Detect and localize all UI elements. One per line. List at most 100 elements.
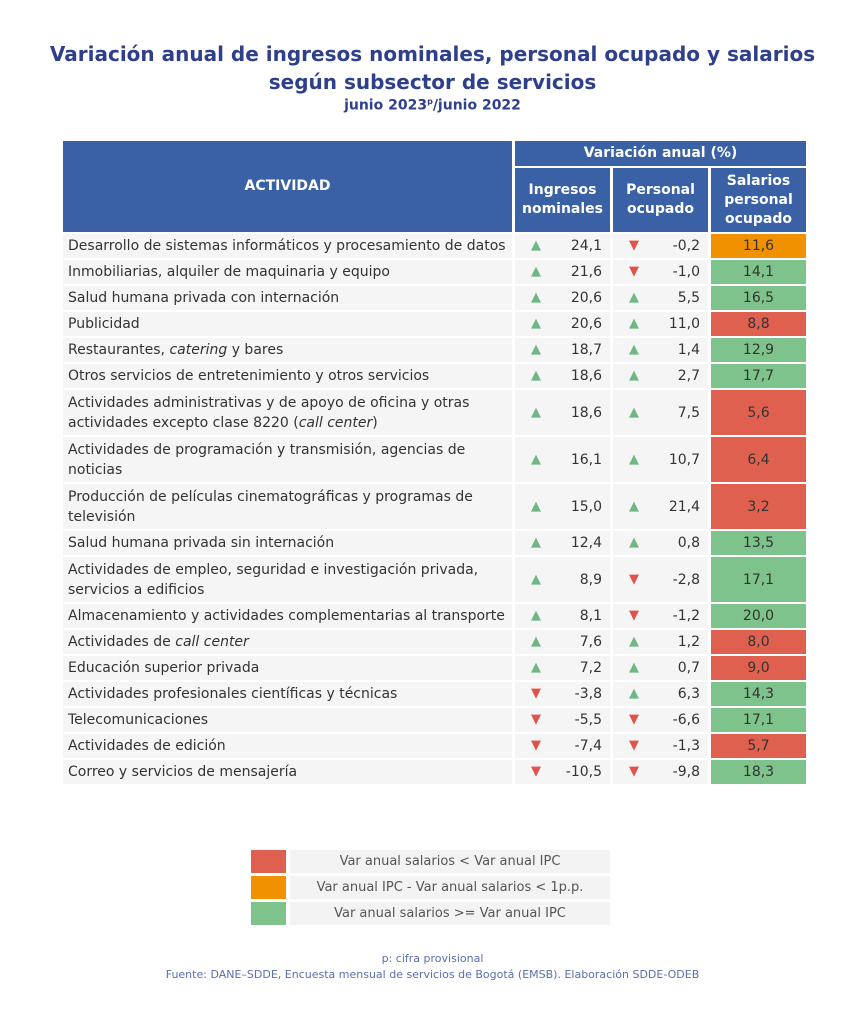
- legend-swatch: [251, 850, 286, 873]
- table-row: Actividades administrativas y de apoyo d…: [63, 390, 806, 435]
- ingresos-cell: ▲ 8,9: [515, 557, 610, 602]
- ingresos-value: -10,5: [565, 764, 602, 780]
- personal-cell: ▲ 2,7: [613, 364, 708, 388]
- salarios-cell: 17,1: [711, 708, 806, 732]
- personal-cell: ▲ 6,3: [613, 682, 708, 706]
- personal-cell: ▼ -9,8: [613, 760, 708, 784]
- activity-label: Restaurantes, catering y bares: [68, 342, 284, 358]
- source-note: Fuente: DANE–SDDE, Encuesta mensual de s…: [165, 968, 700, 981]
- triangle-down-icon: ▼: [531, 712, 541, 727]
- triangle-up-icon: ▲: [629, 686, 639, 701]
- table-row: Otros servicios de entretenimiento y otr…: [63, 364, 806, 388]
- title-line-1: Variación anual de ingresos nominales, p…: [49, 42, 816, 66]
- legend-label: Var anual salarios < Var anual IPC: [290, 850, 610, 873]
- triangle-up-icon: ▲: [629, 404, 639, 420]
- personal-value: -9,8: [672, 764, 700, 780]
- table-row: Salud humana privada sin internación ▲ 12,…: [63, 531, 806, 555]
- salarios-cell: 17,7: [711, 364, 806, 388]
- activity-label: Correo y servicios de mensajería: [68, 764, 298, 780]
- ingresos-cell: ▲ 16,1: [515, 437, 610, 482]
- activity-label: Actividades de call center: [68, 634, 249, 650]
- personal-value: -0,2: [672, 238, 700, 254]
- ingresos-cell: ▲ 18,6: [515, 390, 610, 435]
- table-row: Telecomunicaciones ▼ -5,5 ▼ -6,6 17,1: [63, 708, 806, 732]
- personal-cell: ▲ 11,0: [613, 312, 708, 336]
- ingresos-cell: ▲ 12,4: [515, 531, 610, 555]
- personal-cell: ▲ 0,7: [613, 656, 708, 680]
- footnote: p: cifra provisional: [381, 952, 484, 965]
- ingresos-cell: ▼ -7,4: [515, 734, 610, 758]
- ingresos-value: 18,6: [570, 404, 602, 421]
- ingresos-cell: ▼ -3,8: [515, 682, 610, 706]
- salarios-value: 12,9: [742, 342, 775, 358]
- header-ingresos: Ingresos nominales: [515, 168, 610, 232]
- legend-swatch: [251, 902, 286, 925]
- salarios-value: 14,1: [742, 264, 775, 280]
- personal-value: -6,6: [672, 712, 700, 728]
- activity-cell: Inmobiliarias, alquiler de maquinaria y …: [63, 260, 512, 284]
- activity-cell: Actividades administrativas y de apoyo d…: [63, 390, 512, 435]
- ingresos-value: 16,1: [570, 451, 602, 468]
- ingresos-value: 21,6: [570, 264, 602, 280]
- salarios-cell: 17,1: [711, 557, 806, 602]
- table-row: Actividades de programación y transmisió…: [63, 437, 806, 482]
- salarios-value: 3,2: [747, 498, 770, 515]
- chart-title: Variación anual de ingresos nominales, p…: [0, 40, 865, 96]
- ingresos-value: 7,6: [579, 634, 602, 650]
- ingresos-cell: ▲ 7,6: [515, 630, 610, 654]
- personal-value: 11,0: [668, 316, 700, 332]
- triangle-up-icon: ▲: [531, 571, 541, 587]
- triangle-up-icon: ▲: [531, 634, 541, 649]
- personal-cell: ▲ 21,4: [613, 484, 708, 529]
- triangle-up-icon: ▲: [629, 498, 639, 514]
- triangle-up-icon: ▲: [629, 634, 639, 649]
- title-line-2: según subsector de servicios: [268, 70, 597, 94]
- triangle-up-icon: ▲: [629, 451, 639, 467]
- triangle-up-icon: ▲: [629, 316, 639, 331]
- salarios-value: 8,8: [747, 316, 770, 332]
- activity-label: Publicidad: [68, 316, 140, 332]
- salarios-value: 16,5: [742, 290, 775, 306]
- salarios-value: 9,0: [747, 660, 770, 676]
- salarios-value: 6,4: [747, 451, 770, 468]
- salarios-value: 17,1: [742, 571, 775, 588]
- salarios-cell: 11,6: [711, 234, 806, 258]
- activity-cell: Educación superior privada: [63, 656, 512, 680]
- triangle-up-icon: ▲: [629, 290, 639, 305]
- triangle-up-icon: ▲: [531, 264, 541, 279]
- table-row: Desarrollo de sistemas informáticos y pr…: [63, 234, 806, 258]
- salarios-value: 8,0: [747, 634, 770, 650]
- salarios-cell: 12,9: [711, 338, 806, 362]
- ingresos-cell: ▲ 24,1: [515, 234, 610, 258]
- subtitle-base-period: /junio 2022: [432, 97, 521, 114]
- ingresos-cell: ▲ 8,1: [515, 604, 610, 628]
- table-row: Producción de películas cinematográficas…: [63, 484, 806, 529]
- triangle-down-icon: ▼: [629, 571, 639, 587]
- triangle-up-icon: ▲: [531, 238, 541, 253]
- triangle-up-icon: ▲: [531, 290, 541, 305]
- salarios-value: 17,1: [742, 712, 775, 728]
- personal-cell: ▼ -6,6: [613, 708, 708, 732]
- legend-label: Var anual IPC - Var anual salarios < 1p.…: [290, 876, 610, 899]
- table-row: Actividades de empleo, seguridad e inves…: [63, 557, 806, 602]
- activity-label: Actividades profesionales científicas y …: [68, 686, 398, 702]
- ingresos-value: -7,4: [574, 738, 602, 754]
- table-row: Publicidad ▲ 20,6 ▲ 11,0 8,8: [63, 312, 806, 336]
- ingresos-cell: ▼ -5,5: [515, 708, 610, 732]
- header-variacion-anual: Variación anual (%): [515, 141, 806, 166]
- activity-cell: Actividades de call center: [63, 630, 512, 654]
- activity-cell: Salud humana privada con internación: [63, 286, 512, 310]
- activity-cell: Restaurantes, catering y bares: [63, 338, 512, 362]
- activity-cell: Actividades de programación y transmisió…: [63, 437, 512, 482]
- salarios-value: 20,0: [742, 608, 775, 624]
- salarios-cell: 6,4: [711, 437, 806, 482]
- ingresos-value: 8,1: [579, 608, 602, 624]
- triangle-up-icon: ▲: [629, 660, 639, 675]
- table-row: Inmobiliarias, alquiler de maquinaria y …: [63, 260, 806, 284]
- legend-item: Var anual IPC - Var anual salarios < 1p.…: [251, 876, 610, 899]
- activity-label: Telecomunicaciones: [68, 712, 209, 728]
- personal-value: -1,2: [672, 608, 700, 624]
- subtitle-period: junio 2023: [344, 97, 428, 114]
- table-row: Actividades de edición ▼ -7,4 ▼ -1,3 5,7: [63, 734, 806, 758]
- salarios-value: 18,3: [742, 764, 775, 780]
